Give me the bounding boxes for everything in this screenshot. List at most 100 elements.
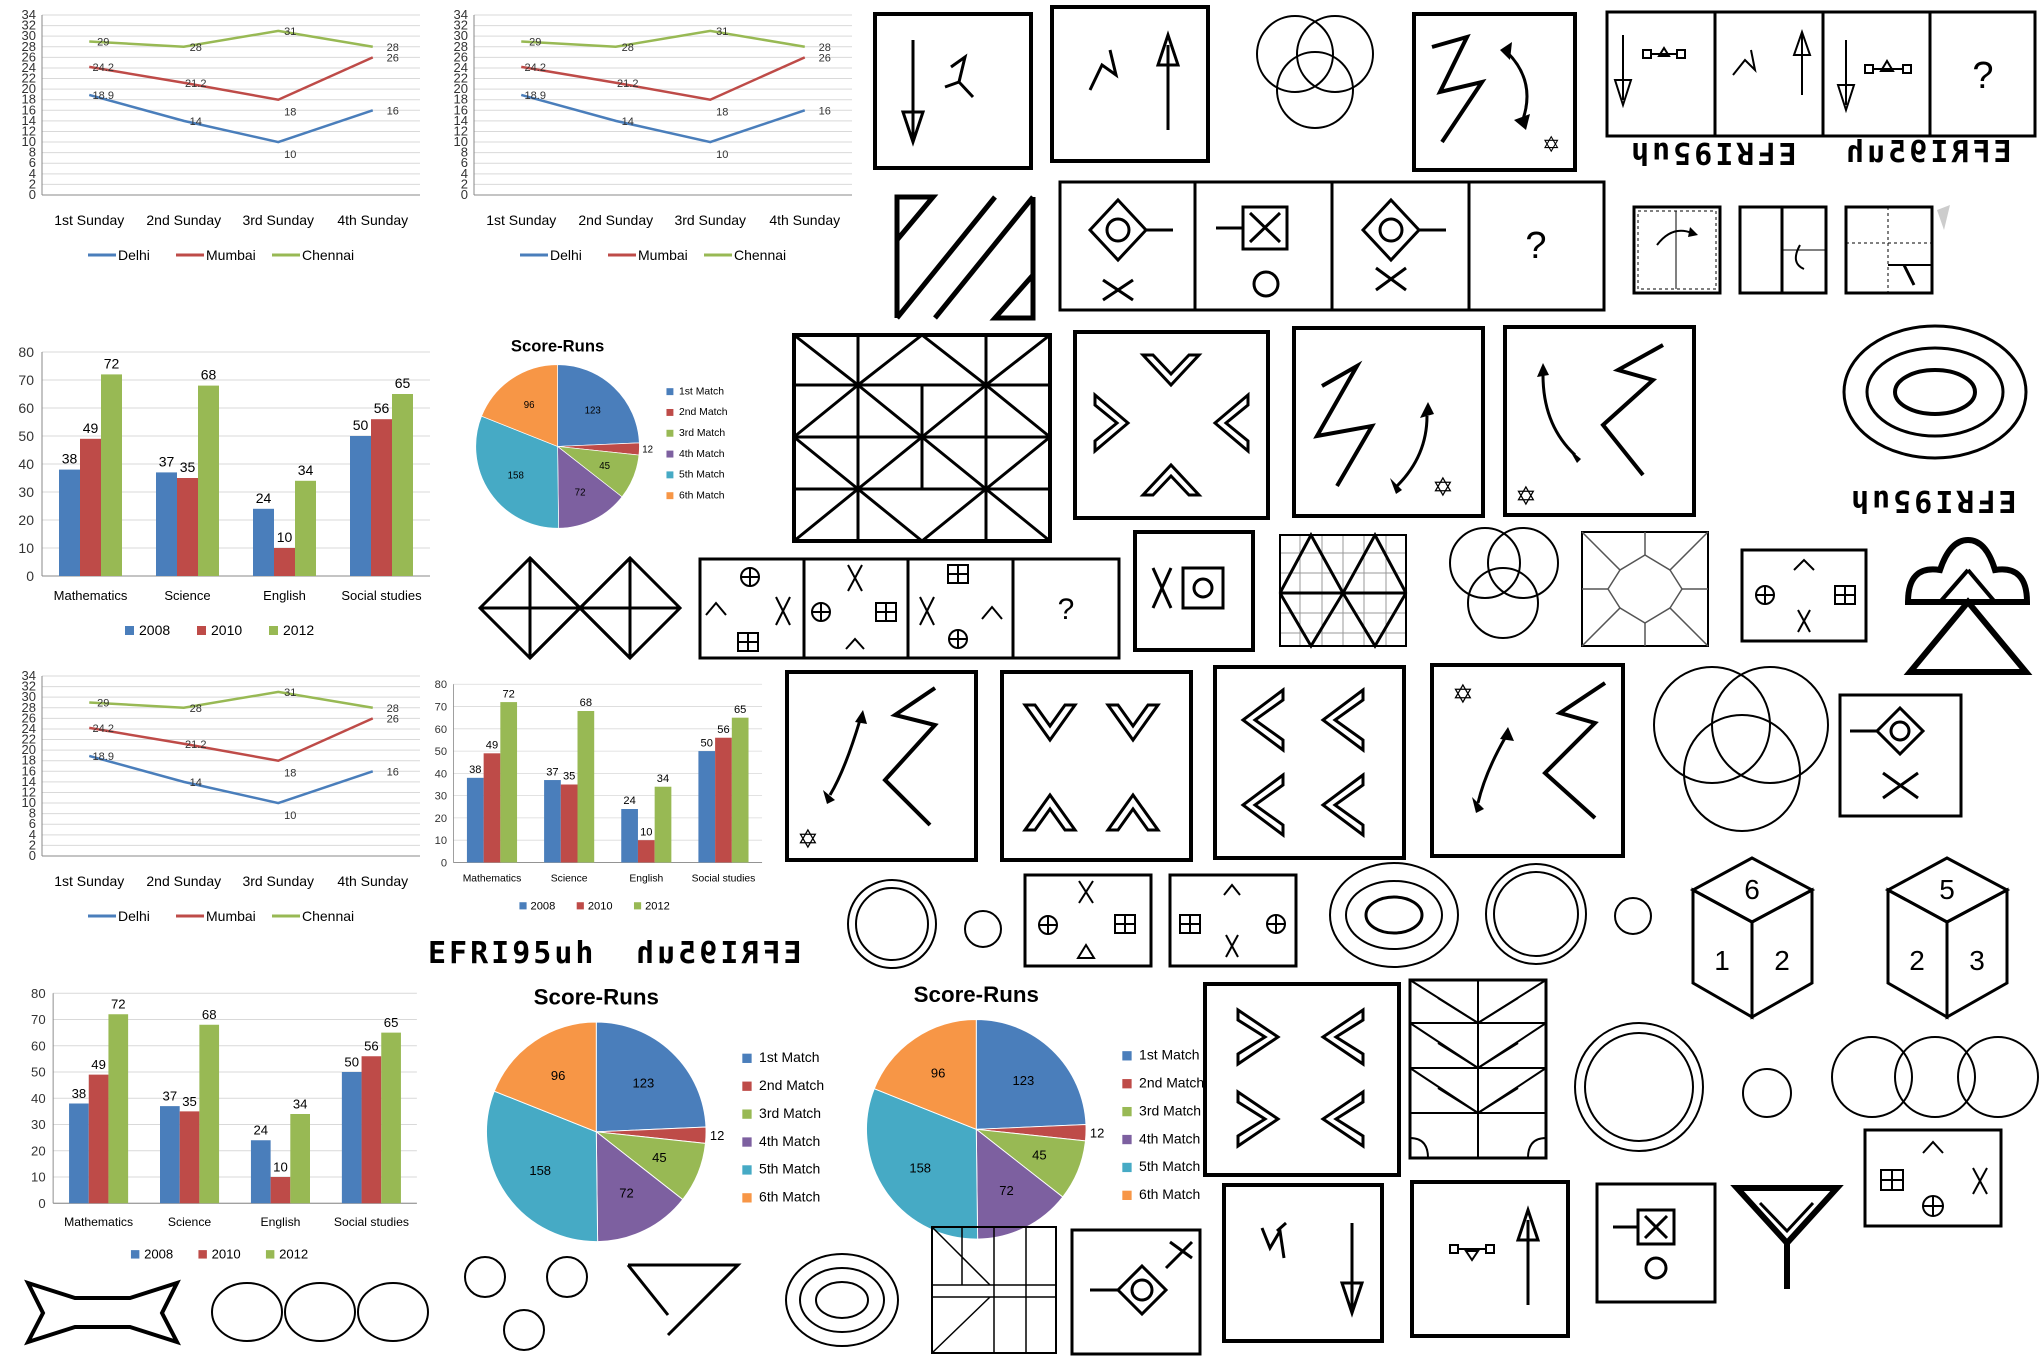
data-label: 24.2	[93, 723, 114, 735]
y-tick-label: 8	[29, 806, 36, 821]
pie-slice-1st-match	[975, 1019, 1087, 1130]
legend-label: 5th Match	[759, 1161, 820, 1177]
pie-value-label: 12	[710, 1128, 724, 1143]
data-label: 16	[387, 105, 399, 117]
y-tick-label: 30	[22, 689, 36, 704]
bar-2012-social-studies	[731, 717, 749, 863]
legend-label: 2nd Match	[679, 407, 728, 418]
legend-label: Chennai	[302, 908, 354, 924]
bar-value-label: 38	[62, 451, 78, 467]
x-tick-label: 1st Sunday	[54, 212, 124, 228]
y-tick-label: 30	[18, 484, 34, 500]
legend-label: 2012	[279, 1247, 308, 1262]
bar-2008-english	[253, 508, 274, 576]
bar-value-label: 24	[253, 1123, 268, 1138]
pie-slice-6th-match	[873, 1019, 977, 1130]
series-line-mumbai	[89, 56, 374, 102]
y-tick-label: 50	[435, 746, 447, 758]
bar-value-label: 37	[163, 1089, 178, 1104]
y-tick-label: 14	[454, 113, 468, 128]
data-label: 24.2	[93, 62, 114, 74]
bar-value-label: 68	[202, 1007, 217, 1022]
legend-label: 6th Match	[679, 490, 725, 501]
bar-2012-english	[290, 1114, 310, 1204]
y-tick-label: 16	[22, 102, 36, 117]
bar-value-label: 72	[111, 997, 126, 1012]
legend-swatch	[742, 1081, 752, 1091]
pie-slice-5th-match	[486, 1090, 599, 1243]
bar-2008-social-studies	[350, 436, 371, 576]
y-tick-label: 16	[22, 763, 36, 778]
bar-value-label: 50	[701, 737, 713, 749]
pie-value-label: 123	[585, 405, 601, 416]
pie-value-label: 158	[508, 471, 524, 482]
pie-chart-1: Score-Runs 123 12 45 72 158 96 1st Match 2nd Mat…	[475, 336, 728, 529]
bar-2012-mathematics	[101, 374, 122, 576]
flag-figure	[626, 1263, 742, 1337]
figure-box-arrow-up	[1050, 5, 1210, 163]
svg-text:✡: ✡	[1515, 481, 1537, 511]
figure-box-symbols-b	[1168, 873, 1298, 968]
y-tick-label: 26	[22, 49, 36, 64]
bar-value-label: 34	[298, 462, 314, 478]
y-tick-label: 20	[435, 813, 447, 825]
data-label: 18	[284, 768, 296, 780]
y-tick-label: 10	[454, 134, 468, 149]
data-label: 28	[190, 703, 202, 715]
bar-2008-english	[250, 1140, 271, 1204]
y-tick-label: 10	[31, 1170, 46, 1185]
bar-chart-1: 0 10 20 30 40 50 60 70 80 38 49 72 Mathematics 37 35 68…	[18, 344, 430, 638]
grid-diamond-figure	[1278, 531, 1408, 649]
y-tick-label: 80	[435, 679, 447, 691]
bar-value-label: 35	[182, 1094, 197, 1109]
legend-label: 6th Match	[1139, 1186, 1200, 1202]
y-tick-label: 60	[18, 400, 34, 416]
svg-text:✡: ✡	[1452, 679, 1474, 709]
y-tick-label: 70	[31, 1012, 46, 1027]
data-label: 21.2	[185, 78, 206, 90]
x-tick-label: Social studies	[334, 1215, 409, 1229]
sequence-strip-symbols: ?	[698, 557, 1121, 660]
bar-2012-science	[198, 385, 219, 576]
sequence-strip-top: ?	[1605, 10, 2037, 138]
x-tick-label: 1st Sunday	[486, 212, 556, 228]
efri-normal: EFRI95uh	[428, 936, 597, 971]
bar-value-label: 10	[277, 529, 293, 545]
data-label: 31	[284, 26, 296, 38]
y-tick-label: 10	[435, 835, 447, 847]
y-tick-label: 2	[29, 176, 36, 191]
y-tick-label: 26	[454, 49, 468, 64]
figure-box-symbols-small	[1740, 548, 1868, 643]
cube2-left-digit: 2	[1909, 945, 1925, 976]
tree-pattern-figure	[1408, 978, 1548, 1160]
bar-2010-science	[179, 1111, 200, 1204]
bar-value-label: 56	[717, 724, 729, 736]
pie-value-label: 158	[529, 1163, 551, 1178]
series-line-delhi	[520, 93, 806, 144]
bar-value-label: 37	[159, 453, 175, 469]
star-octagon-figure	[1581, 531, 1709, 647]
bar-chart-2: 0 10 20 30 40 50 60 70 80 38 49 72 Mathematics 37 35 68…	[435, 679, 763, 912]
series-line-chennai	[521, 29, 805, 49]
legend-label: 4th Match	[759, 1133, 820, 1149]
pie-value-label: 96	[524, 400, 535, 411]
legend-swatch	[633, 902, 642, 910]
data-label: 29	[97, 36, 109, 48]
pie-slice-1st-match	[557, 364, 640, 447]
efri-rotated-2: EFRI95uh	[1848, 483, 2017, 518]
three-circles-venn-2	[1449, 527, 1559, 639]
cube2-right-digit: 3	[1969, 945, 1985, 976]
y-tick-label: 2	[29, 837, 36, 852]
legend-label: 5th Match	[679, 470, 725, 481]
pie-slice-1st-match	[595, 1021, 707, 1133]
bar-2010-science	[177, 478, 198, 576]
y-tick-label: 10	[22, 795, 36, 810]
x-tick-label: 4th Sunday	[337, 212, 408, 228]
data-label: 28	[819, 42, 831, 54]
x-tick-label: 4th Sunday	[337, 873, 408, 889]
legend-swatch	[666, 429, 674, 437]
y-tick-label: 10	[22, 134, 36, 149]
bar-2010-science	[560, 784, 578, 863]
y-tick-label: 34	[22, 668, 36, 683]
